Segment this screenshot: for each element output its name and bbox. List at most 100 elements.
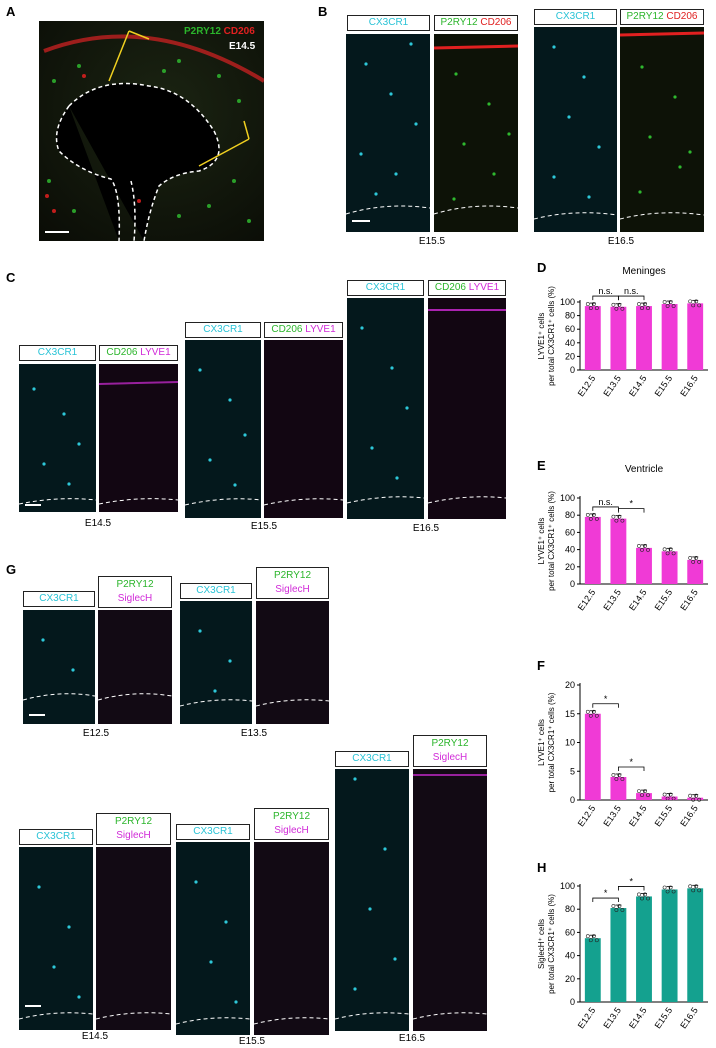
significance-bracket xyxy=(592,506,619,511)
data-point xyxy=(671,796,676,801)
data-point xyxy=(697,560,702,564)
y-tick-label: 60 xyxy=(565,527,575,537)
data-point xyxy=(594,306,599,310)
data-point xyxy=(637,302,641,306)
panel-label-d: D xyxy=(537,260,547,275)
data-point xyxy=(694,884,699,889)
x-tick-label: E16.5 xyxy=(678,373,700,398)
stage-caption-e155: E15.5 xyxy=(418,236,446,247)
significance-bracket xyxy=(618,508,645,513)
label-cd206-lyve1: CD206 LYVE1 xyxy=(99,345,178,361)
panel-g-cx3cr1-e145 xyxy=(19,847,93,1030)
panel-label-e: E xyxy=(537,458,546,473)
data-point xyxy=(594,517,599,521)
x-tick-label: E15.5 xyxy=(653,587,675,612)
panel-label-b: B xyxy=(318,4,328,19)
label-p2ry12-cd206: P2RY12 CD206 xyxy=(620,9,704,25)
data-point xyxy=(691,303,696,308)
data-point xyxy=(585,302,590,306)
x-tick-label: E14.5 xyxy=(627,803,649,828)
panel-g-cx3cr1-e155 xyxy=(176,842,250,1035)
data-point xyxy=(637,543,641,548)
data-point xyxy=(614,908,619,912)
data-point xyxy=(637,789,641,794)
data-point xyxy=(617,302,622,307)
data-point xyxy=(591,513,596,517)
label-p2ry12-siglech: P2RY12 SiglecH xyxy=(98,576,172,608)
x-tick-label: E13.5 xyxy=(601,587,623,612)
x-tick-label: E12.5 xyxy=(576,803,598,828)
data-point xyxy=(643,892,647,897)
data-point xyxy=(671,304,676,308)
y-axis-label: LYVE1⁺ cells xyxy=(537,719,546,766)
significance-bracket xyxy=(618,886,645,891)
scale-bar xyxy=(25,1005,41,1007)
data-point xyxy=(585,513,590,517)
panel-label-g: G xyxy=(6,562,17,577)
data-point xyxy=(688,793,693,798)
bar xyxy=(687,559,704,584)
data-point xyxy=(688,556,693,560)
chart-f: LYVE1⁺ cells per total CX3CR1⁺ cells (%) 0… xyxy=(537,680,708,828)
data-point xyxy=(665,796,670,801)
data-point xyxy=(643,302,647,306)
significance-label: * xyxy=(629,876,633,886)
data-point xyxy=(646,896,650,901)
data-point xyxy=(665,889,670,894)
chart-title: Ventricle xyxy=(625,464,664,475)
stage-caption-e145: E14.5 xyxy=(84,518,112,529)
y-tick-label: 5 xyxy=(570,766,575,776)
significance-label: n.s. xyxy=(598,286,613,296)
data-point xyxy=(594,713,599,718)
stage-caption-e155: E15.5 xyxy=(250,521,278,532)
panel-label-h: H xyxy=(537,860,547,875)
panel-g-p2ry12-e125 xyxy=(98,610,172,724)
data-point xyxy=(697,888,702,893)
bar xyxy=(636,306,652,370)
y-tick-label: 20 xyxy=(565,351,575,361)
y-axis-label: LYVE1⁺ cells xyxy=(537,313,546,360)
data-point xyxy=(588,938,593,943)
data-point xyxy=(697,797,702,802)
scale-bar xyxy=(352,220,370,222)
panel-c-cd206-e145 xyxy=(99,364,178,512)
significance-bracket xyxy=(592,703,619,708)
data-point xyxy=(611,904,616,908)
y-axis-label: per total CX3CR1⁺ cells (%) xyxy=(547,491,556,591)
y-tick-label: 20 xyxy=(565,974,575,984)
bar xyxy=(636,793,652,800)
bar xyxy=(610,306,627,370)
y-tick-label: 20 xyxy=(565,562,575,572)
bar xyxy=(687,888,704,1002)
x-tick-label: E12.5 xyxy=(576,1005,598,1030)
data-point xyxy=(585,934,590,939)
bar xyxy=(584,938,601,1002)
panel-g-p2ry12-e165 xyxy=(413,769,487,1031)
chart-d: Meninges LYVE1⁺ cells per total CX3CR1⁺ ce… xyxy=(537,266,708,398)
panel-label-c: C xyxy=(6,270,16,285)
x-tick-label: E13.5 xyxy=(601,373,623,398)
label-cx3cr1: CX3CR1 xyxy=(180,583,252,599)
data-point xyxy=(588,306,593,310)
panel-a-image: P2RY12 CD206 E14.5 xyxy=(39,21,264,241)
stage-caption-e165: E16.5 xyxy=(398,1033,426,1044)
significance-label: * xyxy=(629,499,633,509)
data-point xyxy=(694,793,699,798)
label-p2ry12-siglech: P2RY12 SiglecH xyxy=(96,813,171,845)
data-point xyxy=(594,938,599,943)
data-point xyxy=(688,884,693,889)
significance-bracket xyxy=(592,897,619,903)
data-point xyxy=(591,934,596,939)
y-axis-label: per total CX3CR1⁺ cells (%) xyxy=(547,286,556,386)
marker-p2ry12: P2RY12 xyxy=(184,26,221,37)
panel-g-cx3cr1-e135 xyxy=(180,601,252,724)
bar xyxy=(661,304,678,370)
panel-c-cd206-e165 xyxy=(428,298,506,519)
chart-h: SiglecH⁺ cells per total CX3CR1⁺ cells (%… xyxy=(537,876,708,1030)
label-cx3cr1: CX3CR1 xyxy=(347,280,424,296)
stage-label: E14.5 xyxy=(229,41,256,52)
bar xyxy=(610,518,627,584)
panel-b-cx3cr1-e165 xyxy=(534,27,617,232)
y-tick-label: 0 xyxy=(570,997,575,1007)
data-point xyxy=(646,793,650,798)
